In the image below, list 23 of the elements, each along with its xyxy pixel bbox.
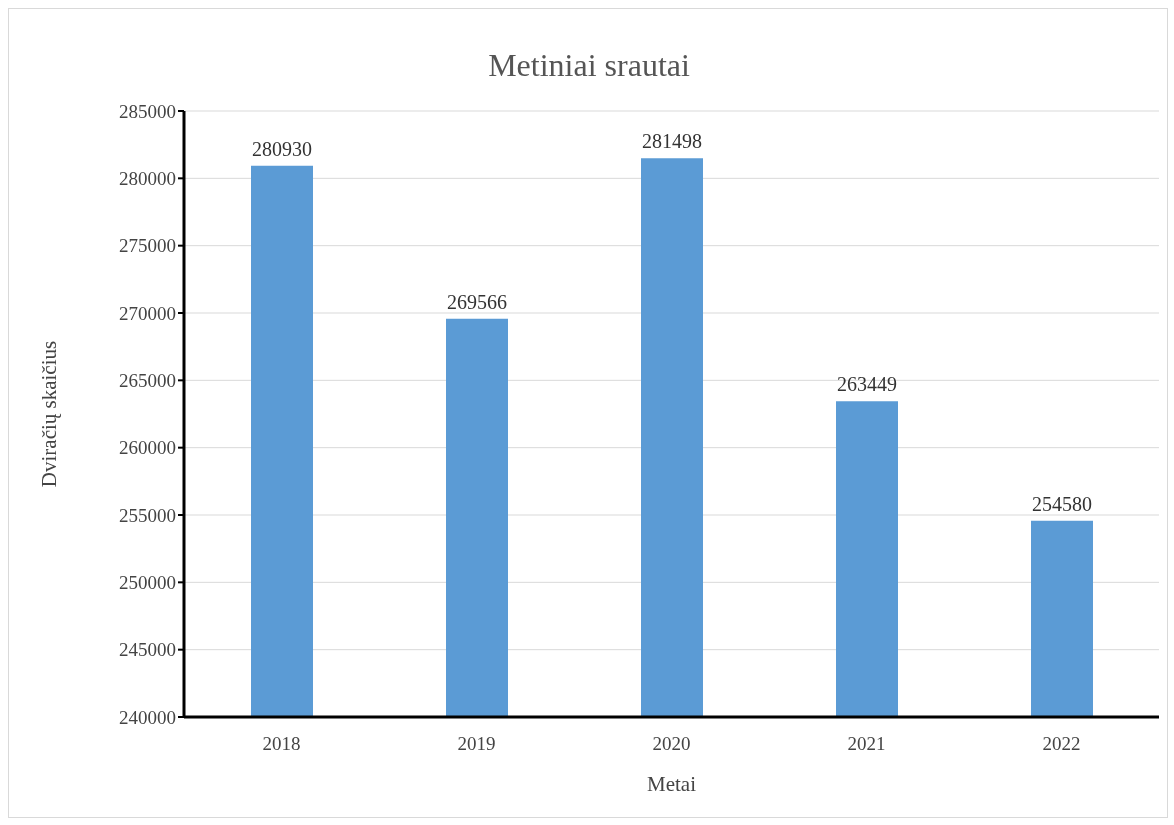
y-axis-title: Dviračių skaičius — [37, 340, 62, 488]
y-tick-label: 260000 — [119, 437, 176, 459]
data-label: 281498 — [642, 130, 702, 153]
y-tick-label: 265000 — [119, 370, 176, 392]
x-tick-label: 2019 — [457, 733, 496, 755]
y-tick-label: 275000 — [119, 235, 176, 257]
x-tick-label: 2022 — [1042, 733, 1081, 755]
y-tick-label: 280000 — [119, 168, 176, 190]
x-tick-label: 2021 — [847, 733, 886, 755]
x-axis-title: Metai — [647, 772, 697, 796]
x-tick-label: 2018 — [262, 733, 301, 755]
x-tick-label: 2020 — [652, 733, 691, 755]
y-tick-label: 270000 — [119, 302, 176, 324]
y-tick-label: 245000 — [119, 639, 176, 661]
chart-title: Metiniai srautai — [487, 47, 691, 84]
y-tick-label: 255000 — [119, 504, 176, 526]
data-label: 254580 — [1032, 492, 1092, 515]
y-tick-label: 250000 — [119, 572, 176, 594]
y-tick-label: 240000 — [119, 706, 176, 728]
data-label: 280930 — [252, 137, 312, 160]
y-tick-label: 285000 — [119, 100, 176, 122]
data-label: 269566 — [447, 290, 507, 313]
data-label: 263449 — [837, 373, 897, 396]
